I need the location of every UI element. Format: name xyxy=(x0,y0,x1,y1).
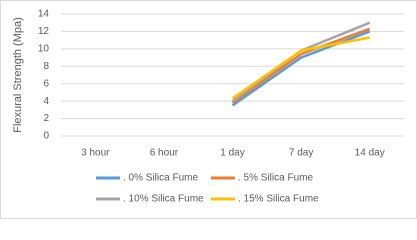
y-tick-label: 0 xyxy=(43,131,49,142)
legend-label: . 5% Silica Fume xyxy=(238,173,313,184)
y-tick-label: 8 xyxy=(43,61,49,72)
legend-label: . 0% Silica Fume xyxy=(123,173,198,184)
x-tick-label: 7 day xyxy=(289,148,313,159)
x-tick-label: 1 day xyxy=(220,148,244,159)
y-axis-title: Flexural Strength (Mpa) xyxy=(12,17,24,133)
y-tick-label: 6 xyxy=(43,78,49,89)
y-tick-label: 12 xyxy=(38,26,50,37)
legend-label: . 10% Silica Fume xyxy=(123,194,204,205)
legend-label: . 15% Silica Fume xyxy=(238,194,319,205)
y-tick-label: 4 xyxy=(43,96,49,107)
x-tick-label: 6 hour xyxy=(150,148,179,159)
chart-frame xyxy=(0,0,417,219)
series-line xyxy=(231,36,370,100)
y-tick-label: 2 xyxy=(43,113,49,124)
series-line xyxy=(231,27,371,104)
chart: Flexural Strength (Mpa) 0 2 4 6 8 10 12 14 3 hou… xyxy=(0,0,417,219)
series-line xyxy=(231,30,371,107)
y-tick-label: 14 xyxy=(38,9,50,20)
y-tick-label: 10 xyxy=(38,43,50,54)
x-tick-label: 3 hour xyxy=(81,148,110,159)
x-tick-label: 14 day xyxy=(355,148,385,159)
